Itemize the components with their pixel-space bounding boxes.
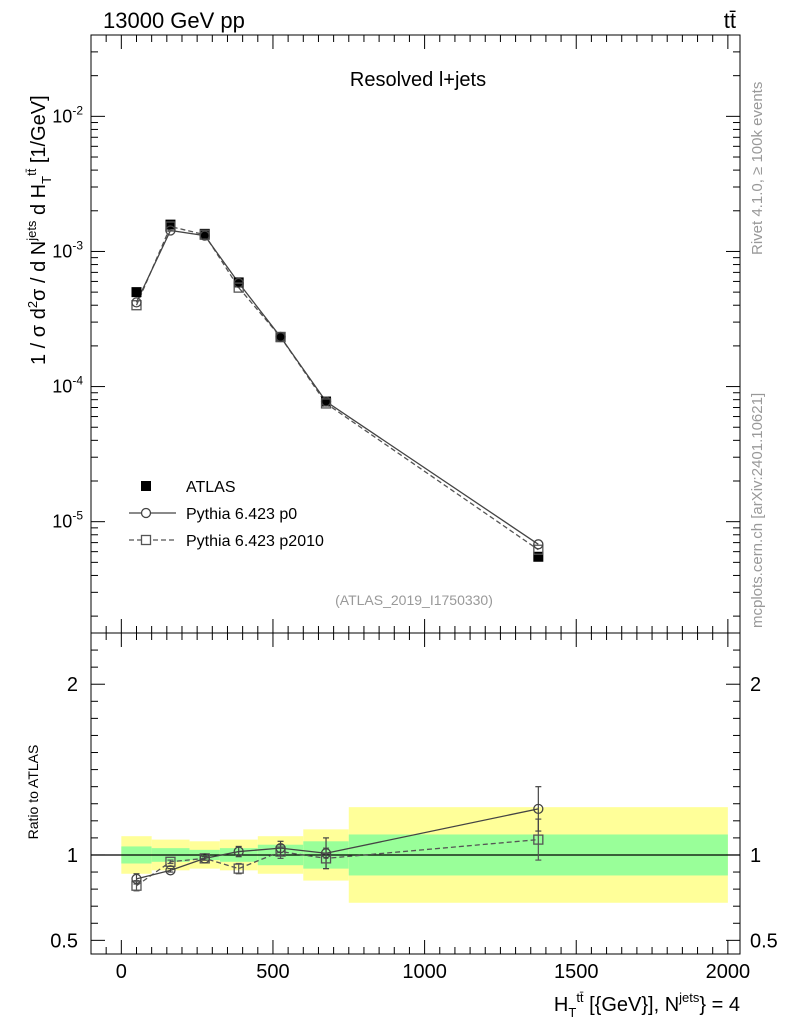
legend-atlas: ATLAS xyxy=(186,479,236,496)
chart-title: Resolved l+jets xyxy=(350,69,486,91)
p0-line xyxy=(135,229,539,545)
p0-point xyxy=(275,331,286,343)
p0-ratio-point xyxy=(199,853,210,864)
p2010-ratio-point xyxy=(320,853,332,864)
svg-text:1 / σ d2σ / d Njets d HTtt̄ [1: 1 / σ d2σ / d Njets d HTtt̄ [1/GeV] xyxy=(24,95,54,365)
p0-ratio-point xyxy=(320,848,332,859)
p2010-point xyxy=(533,544,544,555)
ratio-y-tick-label: 2 xyxy=(750,674,761,696)
main-y-axis-label: 1 / σ d2σ / d Njets d HTtt̄ [1/GeV] xyxy=(24,95,54,365)
legend-p2010-marker xyxy=(140,534,152,546)
atlas-point xyxy=(533,551,544,562)
header-process: tt̄ xyxy=(724,8,736,33)
ratio-y-ticks: 0.5 0.5 1 1 2 2 xyxy=(50,649,778,952)
p0-ratio-point xyxy=(131,873,142,885)
p2010-point xyxy=(165,221,176,232)
p2010-point xyxy=(233,282,244,293)
ratio-y-tick-label: 0.5 xyxy=(50,930,78,952)
main-y-tick-label: 10-3 xyxy=(52,238,83,261)
atlas-point xyxy=(233,277,244,288)
ratio-y-tick-label: 0.5 xyxy=(750,930,778,952)
x-tick-label: 500 xyxy=(256,961,289,983)
p0-ratio-point xyxy=(165,865,176,876)
x-axis-label: HTtt̄ [{GeV}], Njets} = 4 xyxy=(554,990,740,1020)
x-axis-ticks: 0 500 1000 1500 2000 xyxy=(90,35,751,983)
ratio-y-tick-label: 1 xyxy=(750,845,761,867)
x-tick-label: 2000 xyxy=(706,961,751,983)
x-tick-label: 0 xyxy=(116,961,127,983)
ratio-y-tick-label: 2 xyxy=(67,674,78,696)
legend-p2010: Pythia 6.423 p2010 xyxy=(186,533,324,550)
p2010-point xyxy=(131,300,142,311)
p0-point xyxy=(533,539,544,550)
legend-p0: Pythia 6.423 p0 xyxy=(186,506,297,523)
atlas-point xyxy=(131,287,142,298)
p2010-ratio-point xyxy=(233,863,244,874)
atlas-point xyxy=(321,396,332,407)
p0-ratio-point xyxy=(533,803,544,815)
ratio-panel: 0.5 0.5 1 1 2 2 xyxy=(50,632,778,955)
ratio-series xyxy=(131,786,544,892)
header-energy: 13000 GeV pp xyxy=(103,8,245,33)
p0-point xyxy=(131,297,142,308)
main-y-tick-label: 10-2 xyxy=(52,103,83,126)
p2010-ratio-point xyxy=(533,834,544,845)
p0-point xyxy=(233,277,244,289)
p0-ratio-point xyxy=(275,842,286,854)
ratio-y-label: Ratio to ATLAS xyxy=(25,745,41,840)
mcplots-label: mcplots.cern.ch [arXiv:2401.10621] xyxy=(749,393,766,628)
ratio-y-tick-label: 1 xyxy=(67,845,78,867)
atlas-point xyxy=(199,228,210,239)
main-panel: Resolved l+jets (ATLAS_2019_I1750330) 10… xyxy=(52,34,741,634)
legend: ATLAS Pythia 6.423 p0 Pythia 6.423 p2010 xyxy=(129,479,324,550)
p0-ratio-point xyxy=(233,846,244,857)
p0-point xyxy=(199,230,210,241)
rivet-label: Rivet 4.1.0, ≥ 100k events xyxy=(749,82,766,255)
p0-point xyxy=(165,225,176,236)
main-y-ticks: 10-5 10-4 10-3 10-2 xyxy=(52,34,740,617)
legend-atlas-marker xyxy=(141,481,151,491)
svg-text:HTtt̄ [{GeV}], Njets} = 4: HTtt̄ [{GeV}], Njets} = 4 xyxy=(554,990,740,1020)
atlas-point xyxy=(165,219,176,230)
legend-p0-marker xyxy=(140,507,152,519)
p2010-line xyxy=(135,225,539,551)
p2010-ratio-point xyxy=(275,846,286,857)
ratio-frame xyxy=(90,632,741,955)
main-y-tick-label: 10-4 xyxy=(52,374,83,397)
p2010-ratio-point xyxy=(131,880,142,891)
analysis-id: (ATLAS_2019_I1750330) xyxy=(335,592,493,608)
p0-point xyxy=(320,396,332,407)
atlas-point xyxy=(275,332,286,343)
main-series xyxy=(131,219,544,562)
x-tick-label: 1000 xyxy=(402,961,447,983)
main-y-tick-label: 10-5 xyxy=(52,509,83,532)
x-tick-label: 1500 xyxy=(554,961,599,983)
